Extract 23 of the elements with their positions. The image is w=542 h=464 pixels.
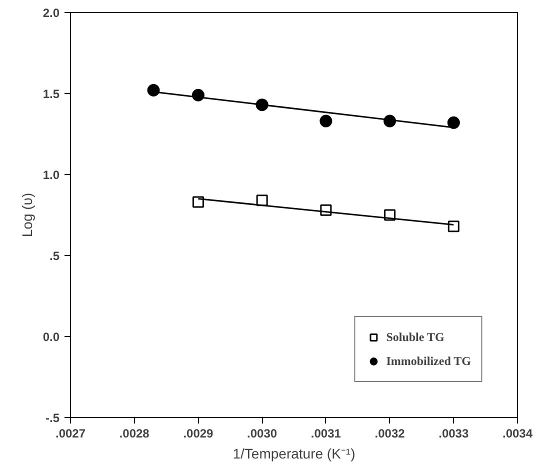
point xyxy=(320,114,332,128)
x-axis-title: 1/Temperature (K⁻¹) xyxy=(232,446,356,462)
point xyxy=(147,84,160,96)
point xyxy=(448,220,460,232)
y-tick-label: -.5 xyxy=(45,411,60,425)
point xyxy=(192,196,204,208)
x-tick-label: .0027 xyxy=(55,426,86,440)
y-tick-label: 0.0 xyxy=(42,330,60,344)
x-tick-label: .0030 xyxy=(247,426,278,440)
x-tick-label: .0034 xyxy=(502,426,533,440)
legend-label: Immobilized TG xyxy=(386,354,471,368)
x-tick-label: .0031 xyxy=(310,426,342,440)
point xyxy=(447,116,460,129)
x-tick-label: .0028 xyxy=(119,426,150,440)
y-tick-label: 1.5 xyxy=(42,87,60,101)
x-tick-label: .0029 xyxy=(183,426,214,440)
x-tick-label: .0033 xyxy=(438,426,469,440)
y-tick-label: 1.0 xyxy=(42,168,60,182)
y-tick-label: 2.0 xyxy=(42,6,60,20)
y-axis-title: Log (υ) xyxy=(18,192,35,238)
x-tick-label: .0032 xyxy=(374,426,406,440)
y-tick-label: .5 xyxy=(49,249,60,263)
legend-label: Soluble TG xyxy=(386,330,444,344)
